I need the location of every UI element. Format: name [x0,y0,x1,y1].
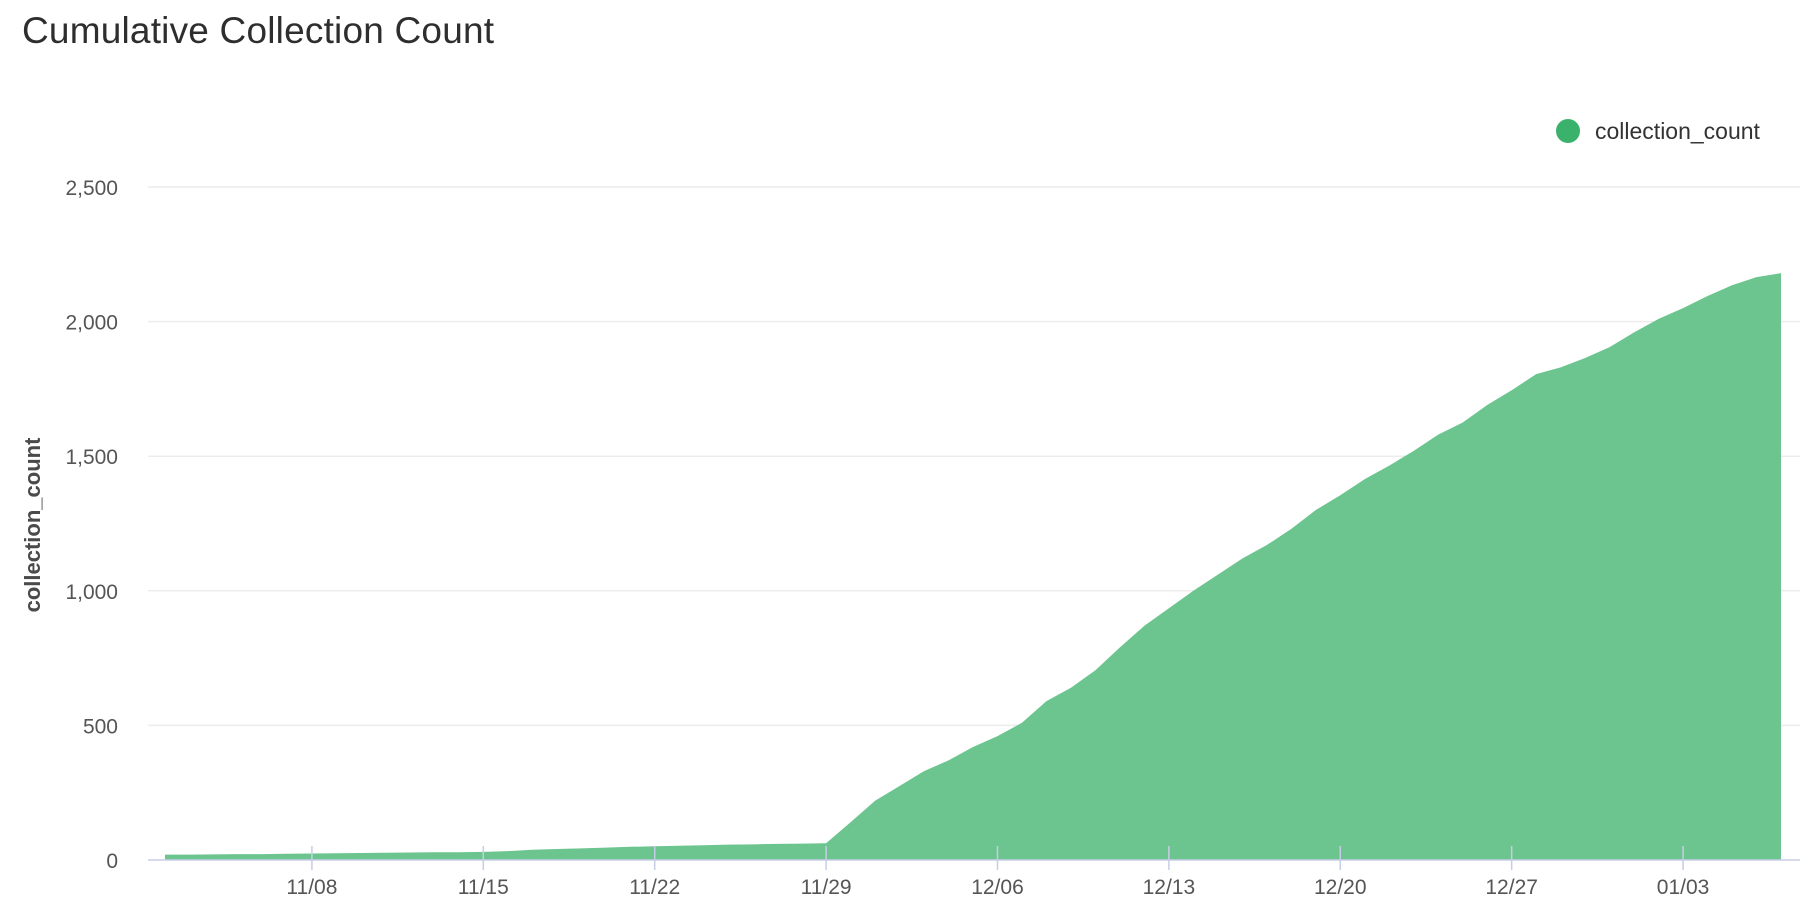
y-tick-label: 2,000 [65,312,118,335]
x-tick-label: 11/15 [458,876,509,899]
area-fill [165,273,1781,860]
x-tick-label: 01/03 [1657,876,1710,899]
y-tick-label: 500 [83,715,118,738]
x-tick-label: 11/22 [629,876,680,899]
chart-title: Cumulative Collection Count [22,10,495,51]
x-tick-label: 11/08 [286,876,337,899]
x-axis-ticks: 11/08 11/15 11/22 11/29 12/06 12/13 12/20 12/27… [286,846,1709,899]
x-tick-label: 11/29 [801,876,852,899]
x-tick-label: 12/06 [971,876,1024,899]
y-axis-title: collection_count [20,437,45,612]
legend[interactable]: collection_count [1556,118,1761,144]
y-tick-label: 2,500 [65,177,118,200]
x-tick-label: 12/27 [1485,876,1538,899]
y-tick-label: 1,000 [65,581,118,604]
area-series [165,273,1781,860]
legend-label: collection_count [1595,118,1761,144]
x-tick-label: 12/20 [1314,876,1367,899]
y-axis-ticks: 0 500 1,000 1,500 2,000 2,500 [65,177,118,873]
legend-marker [1556,119,1580,143]
x-tick-label: 12/13 [1143,876,1196,899]
y-tick-label: 1,500 [65,446,118,469]
y-tick-label: 0 [106,850,118,873]
